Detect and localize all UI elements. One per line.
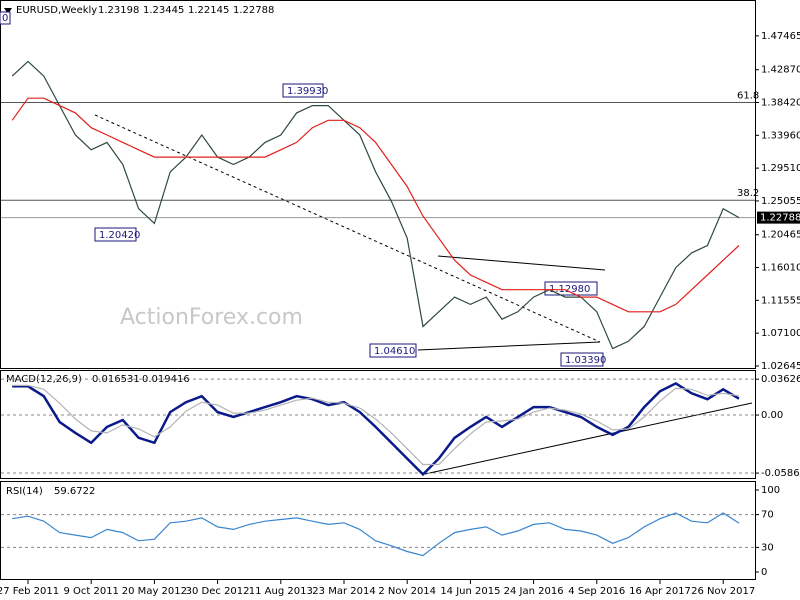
x-tick-label: 26 Nov 2017 xyxy=(691,586,755,597)
y-tick-label: 1.07100 xyxy=(761,328,800,339)
x-tick-label: 30 Dec 2012 xyxy=(186,586,250,597)
x-tick-label: 24 Jan 2016 xyxy=(504,586,564,597)
trend-line xyxy=(437,255,606,271)
price-tag: 1.22788 xyxy=(760,213,800,224)
y-tick-label: 100 xyxy=(761,485,780,496)
corner-label: 0 xyxy=(2,13,8,24)
macd-panel xyxy=(0,370,756,479)
price-box xyxy=(757,211,800,224)
price-title: EURUSD,Weekly xyxy=(16,5,97,16)
x-tick-label: 16 Apr 2017 xyxy=(629,586,691,597)
y-tick-label: 70 xyxy=(761,510,774,521)
y-tick-label: 1.16010 xyxy=(761,263,800,274)
y-tick-label: 0.00 xyxy=(761,410,783,421)
trend-line xyxy=(417,341,601,351)
y-tick-label: -0.058606 xyxy=(761,468,800,479)
annotation: 1.39930 xyxy=(287,86,328,97)
x-tick-label: 9 Oct 2011 xyxy=(63,586,118,597)
y-tick-label: 1.33960 xyxy=(761,130,800,141)
series-line xyxy=(12,384,740,466)
y-tick-label: 1.02645 xyxy=(761,361,800,372)
y-tick-label: 1.38420 xyxy=(761,97,800,108)
annotation: 1.04610 xyxy=(374,346,415,357)
label-box xyxy=(544,281,598,296)
y-tick-label: 1.29510 xyxy=(761,163,800,174)
price-panel xyxy=(0,0,756,369)
low: 1.22145 xyxy=(188,5,229,16)
label-box xyxy=(0,11,11,25)
label-box xyxy=(369,343,417,358)
x-tick-label: 4 Sep 2016 xyxy=(568,586,625,597)
x-tick-label: 20 May 2012 xyxy=(122,586,187,597)
label-box xyxy=(94,227,137,242)
x-tick-label: 14 Jun 2015 xyxy=(440,586,500,597)
close: 1.22788 xyxy=(233,5,274,16)
y-tick-label: 0 xyxy=(761,567,767,578)
x-tick-label: 11 Aug 2013 xyxy=(249,586,313,597)
menu-icon xyxy=(4,8,12,14)
fib-label: 38.2 xyxy=(737,188,759,199)
y-tick-label: 1.11555 xyxy=(761,295,800,306)
series-line xyxy=(12,512,740,557)
y-tick-label: 1.42870 xyxy=(761,65,800,76)
x-tick-label: 23 Mar 2014 xyxy=(312,586,375,597)
rsi-title: RSI(14) xyxy=(6,486,43,497)
y-tick-label: 1.20465 xyxy=(761,230,800,241)
watermark: ActionForex.com xyxy=(120,305,303,330)
high: 1.23445 xyxy=(143,5,184,16)
x-tick-label: 2 Nov 2014 xyxy=(378,586,436,597)
label-box xyxy=(282,83,324,98)
label-box xyxy=(560,352,604,367)
trend-line xyxy=(94,114,601,343)
y-tick-label: 1.47465 xyxy=(761,31,800,42)
series-line xyxy=(11,60,740,350)
fib-label: 61.8 xyxy=(737,90,759,101)
annotation: 1.12980 xyxy=(549,284,590,295)
annotation: 1.03390 xyxy=(565,355,606,366)
series-line xyxy=(12,381,740,477)
y-tick-label: 0.036263 xyxy=(761,374,800,385)
open: 1.23198 xyxy=(98,5,139,16)
rsi-panel xyxy=(0,481,756,580)
y-tick-label: 1.25055 xyxy=(761,196,800,207)
y-tick-label: 30 xyxy=(761,542,774,553)
rsi-value: 59.6722 xyxy=(54,486,95,497)
x-tick-label: 27 Feb 2011 xyxy=(0,586,59,597)
annotation: 1.20420 xyxy=(99,230,140,241)
series-line xyxy=(11,97,740,313)
